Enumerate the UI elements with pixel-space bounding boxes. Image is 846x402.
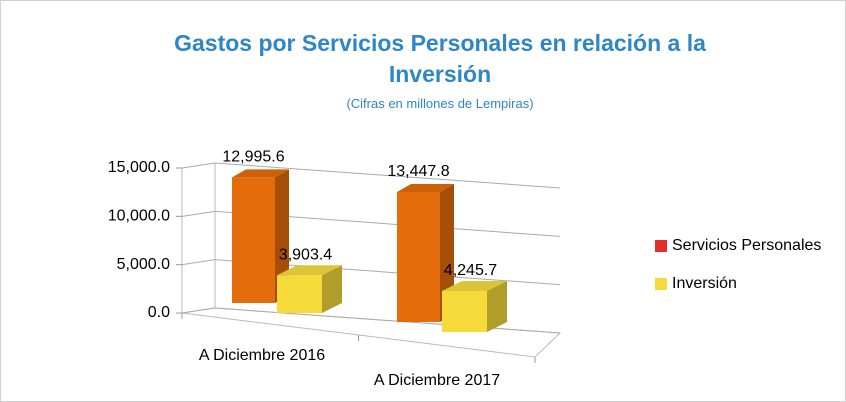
data-label: 4,245.7 [444,262,497,279]
data-label: 3,903.4 [279,246,332,263]
bar [232,177,275,303]
y-tick-label: 10,000.0 [108,208,170,225]
bar-top [442,280,507,291]
x-tick-label: A Diciembre 2016 [199,347,325,364]
y-tick-label: 5,000.0 [117,256,170,273]
bar-side [275,169,289,303]
y-tick-label: 15,000.0 [108,159,170,176]
bar-top [232,169,289,178]
bar [442,290,487,332]
bar-top [277,265,342,276]
bar-top [397,184,454,193]
bar-side [322,265,342,313]
bar [277,275,322,313]
data-label: 12,995.6 [222,149,284,166]
bar [397,192,440,322]
chart-title: Gastos por Servicios Personales en relac… [174,30,706,87]
legend-swatch [655,278,667,290]
chart-subtitle: (Cifras en millones de Lempiras) [346,96,534,111]
bar-side [487,280,507,332]
legend-label: Servicios Personales [672,237,821,254]
y-tick-label: 0.0 [148,304,170,321]
data-label: 13,447.8 [387,163,449,180]
x-tick-label: A Diciembre 2017 [374,372,500,389]
legend-label: Inversión [672,275,737,292]
grid-line [181,162,561,189]
legend-swatch [655,240,667,252]
